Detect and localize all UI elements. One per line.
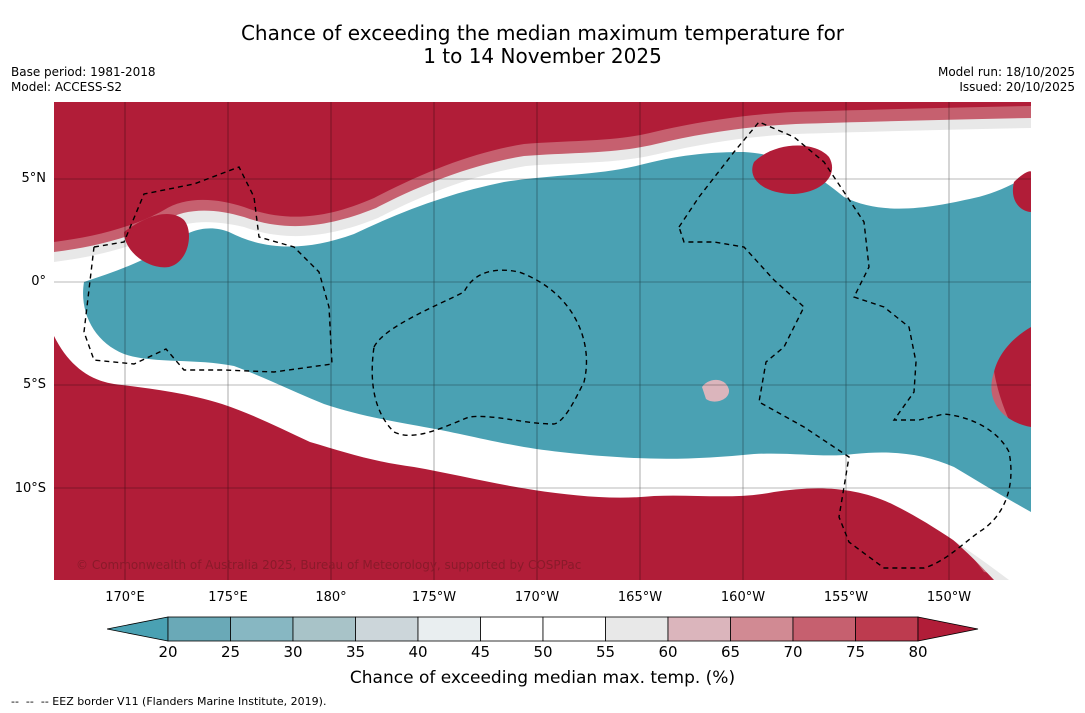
y-tick-0: 0° bbox=[31, 274, 46, 289]
x-tick-170w: 170°W bbox=[514, 590, 560, 605]
colorbar-cell bbox=[667, 616, 731, 642]
graticule bbox=[54, 102, 1031, 580]
x-tick-175e: 175°E bbox=[208, 590, 248, 605]
x-tick-155w: 155°W bbox=[823, 590, 869, 605]
colorbar-cell bbox=[230, 616, 294, 642]
colorbar-cell bbox=[792, 616, 856, 642]
issued-date: Issued: 20/10/2025 bbox=[959, 80, 1075, 94]
colorbar-tick: 35 bbox=[345, 643, 366, 661]
colorbar-tick: 25 bbox=[220, 643, 241, 661]
x-tick-160w: 160°W bbox=[720, 590, 766, 605]
colorbar-tick: 60 bbox=[658, 643, 678, 661]
x-tick-170e: 170°E bbox=[105, 590, 145, 605]
base-period: Base period: 1981-2018 bbox=[11, 65, 156, 79]
probability-map: © Commonwealth of Australia 2025, Bureau… bbox=[54, 102, 1031, 580]
colorbar-cell bbox=[292, 616, 356, 642]
colorbar-cell bbox=[417, 616, 481, 642]
colorbar-tick: 30 bbox=[283, 643, 303, 661]
map-title-line2: 1 to 14 November 2025 bbox=[423, 44, 662, 68]
colorbar-tick: 40 bbox=[408, 643, 428, 661]
map-title-line1: Chance of exceeding the median maximum t… bbox=[240, 21, 845, 45]
colorbar-cell bbox=[542, 616, 606, 642]
colorbar-extend-low bbox=[107, 616, 169, 642]
x-tick-150w: 150°W bbox=[926, 590, 972, 605]
colorbar-tick: 20 bbox=[158, 643, 178, 661]
colorbar-cell bbox=[167, 616, 231, 642]
x-tick-165w: 165°W bbox=[617, 590, 663, 605]
model-run: Model run: 18/10/2025 bbox=[937, 65, 1075, 79]
colorbar-cell bbox=[605, 616, 669, 642]
colorbar-tick: 80 bbox=[908, 643, 928, 661]
colorbar-tick: 55 bbox=[595, 643, 616, 661]
colorbar-cell bbox=[855, 616, 919, 642]
y-tick-5n: 5°N bbox=[21, 171, 47, 186]
warm-patch-west bbox=[124, 213, 189, 268]
colorbar bbox=[107, 616, 979, 642]
colorbar-tick: 45 bbox=[470, 643, 491, 661]
colorbar-extend-high bbox=[917, 616, 979, 642]
x-tick-180: 180° bbox=[315, 590, 347, 605]
x-tick-175w: 175°W bbox=[411, 590, 457, 605]
warm-patch-east bbox=[1012, 171, 1031, 212]
colorbar-tick: 70 bbox=[783, 643, 803, 661]
colorbar-cell bbox=[355, 616, 419, 642]
y-tick-5s: 5°S bbox=[22, 377, 46, 392]
colorbar-tick: 50 bbox=[533, 643, 553, 661]
model-name: Model: ACCESS-S2 bbox=[11, 80, 123, 94]
colorbar-tick: 65 bbox=[720, 643, 741, 661]
colorbar-label: Chance of exceeding median max. temp. (%… bbox=[349, 668, 736, 688]
y-tick-10s: 10°S bbox=[14, 481, 46, 496]
colorbar-cell bbox=[480, 616, 544, 642]
colorbar-tick: 75 bbox=[845, 643, 866, 661]
copyright-text: © Commonwealth of Australia 2025, Bureau… bbox=[76, 558, 581, 572]
eez-legend-note: -- -- -- EEZ border V11 (Flanders Marine… bbox=[11, 695, 327, 708]
colorbar-cell bbox=[730, 616, 794, 642]
eez-borders bbox=[83, 121, 1012, 569]
warm-blob-north bbox=[752, 145, 833, 194]
